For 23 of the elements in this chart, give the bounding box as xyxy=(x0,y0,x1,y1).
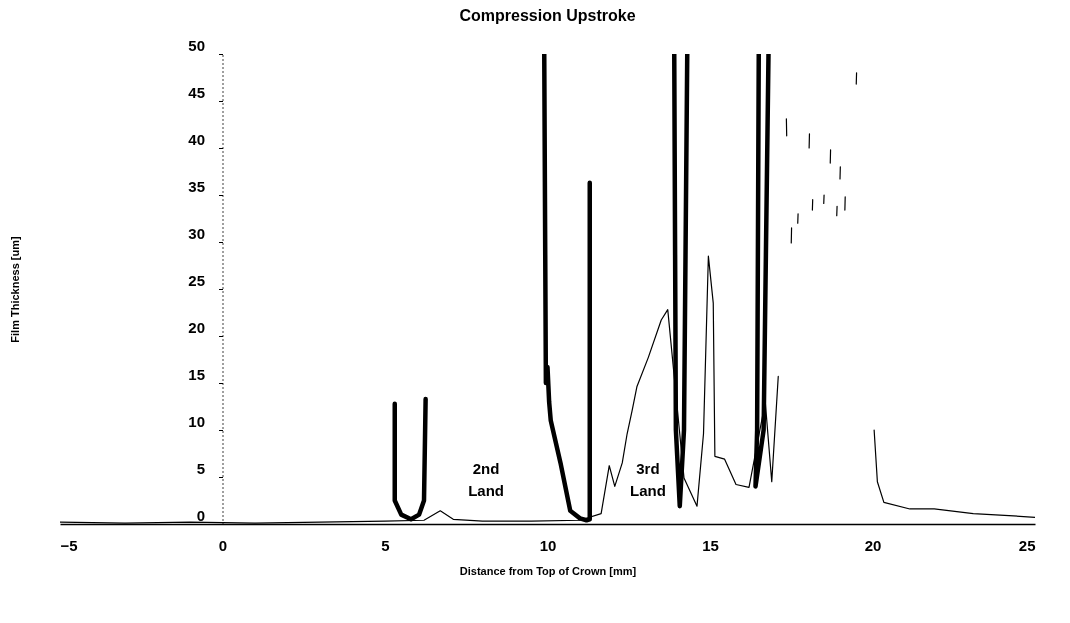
y-tick-label: 40 xyxy=(188,130,205,148)
y-tick-label: 10 xyxy=(188,412,205,430)
x-tick-label: 25 xyxy=(1018,536,1036,554)
y-tick-label: 0 xyxy=(196,506,205,524)
y-tick-label: 45 xyxy=(188,83,205,101)
x-tick-label: −5 xyxy=(60,536,78,554)
annotation: 2nd Land xyxy=(468,460,504,499)
x-tick-label: 15 xyxy=(702,536,719,554)
y-axis-title: Film Thickness [um] xyxy=(8,235,21,343)
y-tick-label: 50 xyxy=(188,36,205,54)
y-tick-label: 30 xyxy=(188,224,205,242)
x-tick-label: 0 xyxy=(218,536,228,554)
x-tick-label: 10 xyxy=(539,536,557,554)
x-axis-title: Distance from Top of Crown [mm] xyxy=(459,564,637,577)
annotation: 3rd Land xyxy=(630,460,666,499)
y-tick-label: 15 xyxy=(188,365,205,383)
chart-title: Compression Upstroke xyxy=(459,7,636,24)
y-tick-label: 35 xyxy=(188,177,205,195)
y-tick-label: 20 xyxy=(188,318,205,336)
x-tick-label: 5 xyxy=(381,536,390,554)
y-tick-label: 5 xyxy=(196,459,205,477)
y-tick-label: 25 xyxy=(188,271,205,289)
x-tick-label: 20 xyxy=(864,536,882,554)
